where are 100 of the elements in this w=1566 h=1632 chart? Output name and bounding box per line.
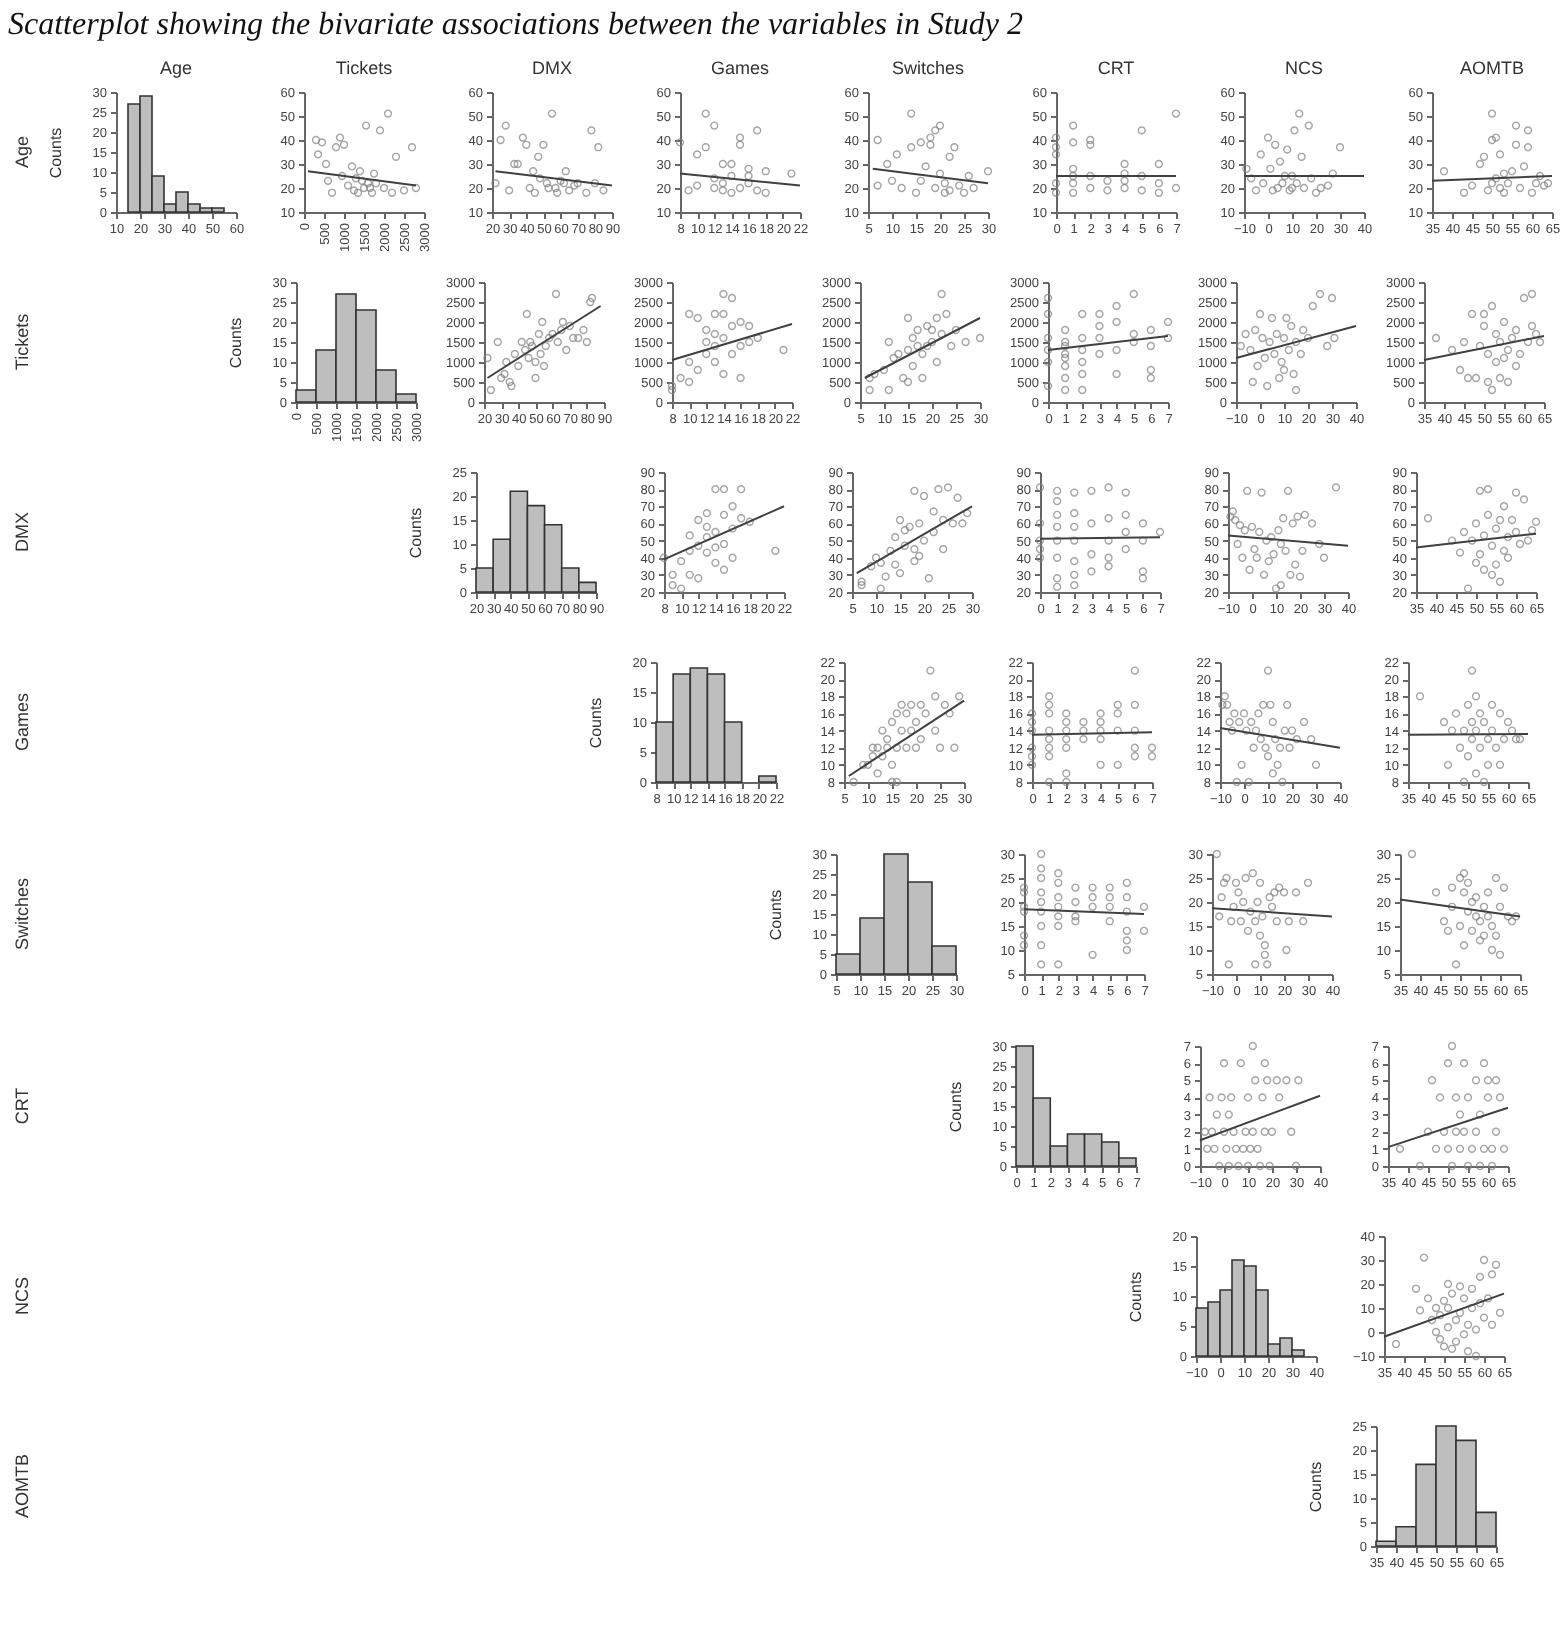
point — [1335, 143, 1345, 152]
point — [710, 341, 720, 351]
point — [1068, 121, 1078, 130]
point — [375, 126, 385, 135]
point — [865, 385, 874, 395]
point — [1130, 726, 1140, 735]
point — [347, 162, 357, 171]
point — [1113, 700, 1122, 710]
point — [1278, 777, 1287, 787]
point — [693, 313, 702, 323]
point — [1499, 169, 1509, 178]
point — [1519, 495, 1529, 504]
point — [735, 133, 745, 142]
point — [1242, 164, 1251, 173]
point — [407, 143, 417, 152]
point — [1263, 133, 1273, 142]
point — [1254, 709, 1263, 718]
point — [530, 188, 540, 197]
point — [1292, 734, 1301, 744]
point — [552, 188, 562, 197]
point — [887, 717, 897, 727]
point — [1043, 333, 1053, 343]
point — [719, 309, 728, 319]
point — [907, 143, 916, 152]
point — [1051, 133, 1061, 142]
point — [1087, 550, 1096, 559]
point — [1096, 760, 1105, 770]
point — [719, 289, 728, 299]
point — [1265, 893, 1274, 902]
point — [1511, 527, 1521, 537]
point — [911, 188, 921, 197]
point — [349, 186, 359, 195]
point — [1535, 171, 1545, 181]
point — [1519, 293, 1529, 303]
point — [1264, 556, 1273, 566]
point — [1252, 553, 1261, 562]
point — [1280, 171, 1289, 181]
point — [684, 357, 694, 367]
point — [1285, 743, 1294, 752]
point — [1511, 121, 1521, 130]
point — [1303, 878, 1313, 887]
point — [1044, 700, 1054, 710]
point — [1104, 562, 1113, 571]
point — [1243, 1093, 1253, 1102]
point — [961, 337, 970, 347]
point — [1062, 726, 1071, 735]
point — [1439, 917, 1449, 926]
point — [1122, 878, 1132, 887]
point — [1279, 365, 1289, 375]
point — [924, 574, 933, 583]
point — [1267, 1127, 1277, 1136]
point — [544, 333, 554, 343]
point — [531, 373, 540, 383]
point — [1511, 488, 1521, 497]
point — [594, 143, 603, 152]
point — [1296, 349, 1305, 359]
point — [702, 508, 712, 518]
point — [1284, 917, 1293, 926]
point — [1283, 486, 1293, 496]
point — [1234, 888, 1243, 897]
point — [1070, 522, 1079, 532]
point — [551, 183, 560, 193]
point — [1491, 133, 1501, 142]
point — [1475, 743, 1485, 752]
point — [1259, 700, 1268, 710]
point — [551, 289, 561, 299]
point — [868, 743, 877, 752]
point — [1259, 570, 1269, 580]
point — [983, 167, 993, 176]
point — [1435, 1093, 1445, 1102]
point — [1471, 726, 1481, 735]
point — [1215, 1161, 1224, 1171]
point — [892, 150, 901, 159]
point — [900, 541, 909, 550]
point — [1415, 1306, 1425, 1315]
point — [1267, 532, 1276, 542]
chart-title: AOMTB — [1459, 58, 1525, 78]
point — [710, 121, 719, 130]
point — [1105, 917, 1114, 926]
point — [1431, 1144, 1441, 1154]
point — [1447, 1161, 1457, 1171]
point — [849, 777, 858, 787]
point — [1487, 1270, 1497, 1279]
point — [1129, 289, 1138, 299]
y-axis-title: Counts — [1127, 1271, 1145, 1323]
point — [1051, 188, 1061, 197]
point — [693, 365, 702, 375]
point — [1467, 309, 1477, 319]
point — [1527, 526, 1537, 535]
point — [1035, 544, 1045, 554]
point — [1447, 1344, 1457, 1353]
chart-title: Games — [710, 58, 770, 78]
point — [1475, 1299, 1485, 1308]
point — [940, 700, 949, 710]
point — [1078, 357, 1087, 367]
point — [1272, 1076, 1281, 1085]
point — [710, 329, 720, 339]
point — [501, 121, 510, 130]
point — [676, 584, 686, 593]
point — [1070, 508, 1079, 518]
